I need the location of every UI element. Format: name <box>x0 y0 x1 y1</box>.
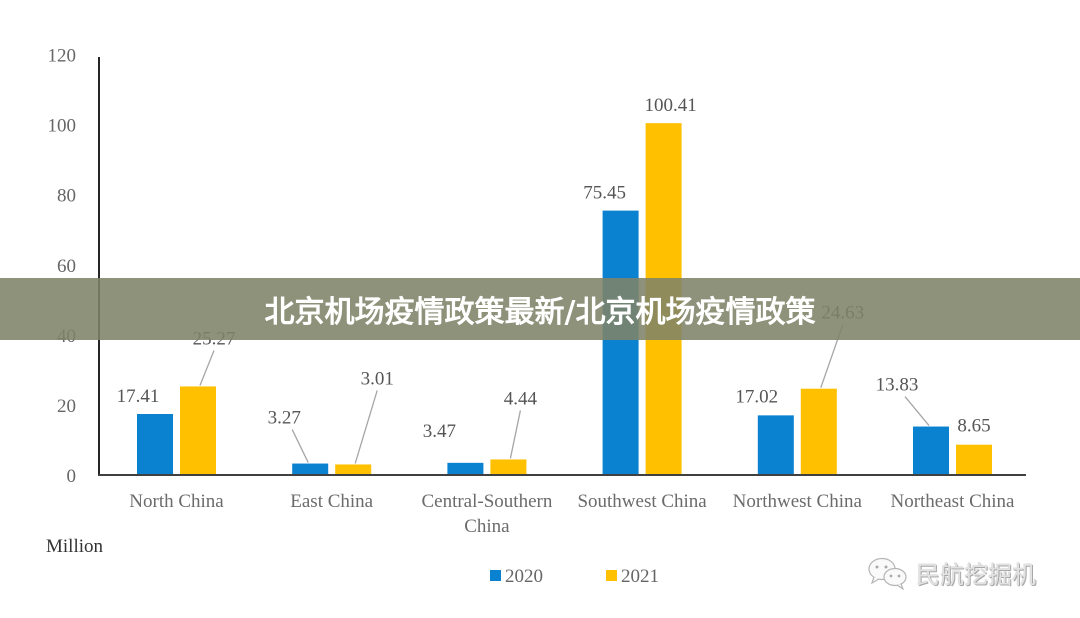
x-tick-label: Northeast China <box>890 491 1015 512</box>
data-label: 100.41 <box>644 95 696 116</box>
y-tick-label: 60 <box>57 256 76 277</box>
y-axis-unit-label: Million <box>46 536 104 557</box>
watermark: 民航挖掘机 <box>866 555 1036 590</box>
wechat-icon <box>866 556 910 590</box>
legend-swatch-2020 <box>490 570 501 581</box>
y-tick-label: 100 <box>48 116 77 137</box>
x-tick-label: Southwest China <box>577 491 707 512</box>
leader-line <box>292 430 308 463</box>
bar-2020 <box>913 427 949 475</box>
y-tick-label: 0 <box>67 466 77 487</box>
y-tick-label: 20 <box>57 396 76 417</box>
data-label: 3.01 <box>361 368 394 389</box>
bar-2020 <box>758 415 794 475</box>
legend-swatch-2021 <box>606 570 617 581</box>
bar-2020 <box>447 463 483 475</box>
bar-2021 <box>490 459 526 475</box>
data-label: 13.83 <box>876 375 919 396</box>
bar-2021 <box>180 386 216 475</box>
legend-label: 2021 <box>621 566 659 587</box>
data-label: 17.41 <box>117 386 160 407</box>
data-label: 3.47 <box>423 421 456 442</box>
bar-2020 <box>137 414 173 475</box>
legend: 2020 2021 <box>490 566 659 587</box>
leader-line <box>905 397 929 426</box>
x-tick-label: Northwest China <box>733 491 863 512</box>
x-tick-label: Central-Southern <box>421 491 552 512</box>
y-tick-label: 120 <box>48 46 77 67</box>
leader-line <box>200 350 214 385</box>
data-labels: 17.4125.273.273.013.474.4475.45100.4117.… <box>117 95 991 442</box>
leader-line <box>510 410 520 458</box>
banner-title: 北京机场疫情政策最新/北京机场疫情政策 <box>265 287 816 331</box>
data-label: 75.45 <box>583 183 626 204</box>
leader-line <box>355 390 377 463</box>
y-axis-ticks: 020406080100120 <box>48 46 77 488</box>
title-banner: 北京机场疫情政策最新/北京机场疫情政策 <box>0 278 1080 340</box>
x-tick-label: East China <box>290 491 373 512</box>
legend-label: 2020 <box>505 566 543 587</box>
bar-2021 <box>956 445 992 475</box>
data-label: 17.02 <box>735 386 778 407</box>
bar-2021 <box>335 464 371 475</box>
x-axis-category-labels: North China East China Central-Southern Chi… <box>129 491 1015 537</box>
bar-2021 <box>801 389 837 475</box>
data-label: 4.44 <box>504 388 538 409</box>
watermark-text: 民航挖掘机 <box>916 555 1036 590</box>
bar-2020 <box>292 464 328 475</box>
x-tick-label: North China <box>129 491 224 512</box>
bar-2020 <box>603 211 639 475</box>
x-tick-label: China <box>464 516 510 537</box>
y-tick-label: 80 <box>57 186 76 207</box>
data-label: 8.65 <box>957 416 990 437</box>
data-label: 3.27 <box>268 408 301 429</box>
